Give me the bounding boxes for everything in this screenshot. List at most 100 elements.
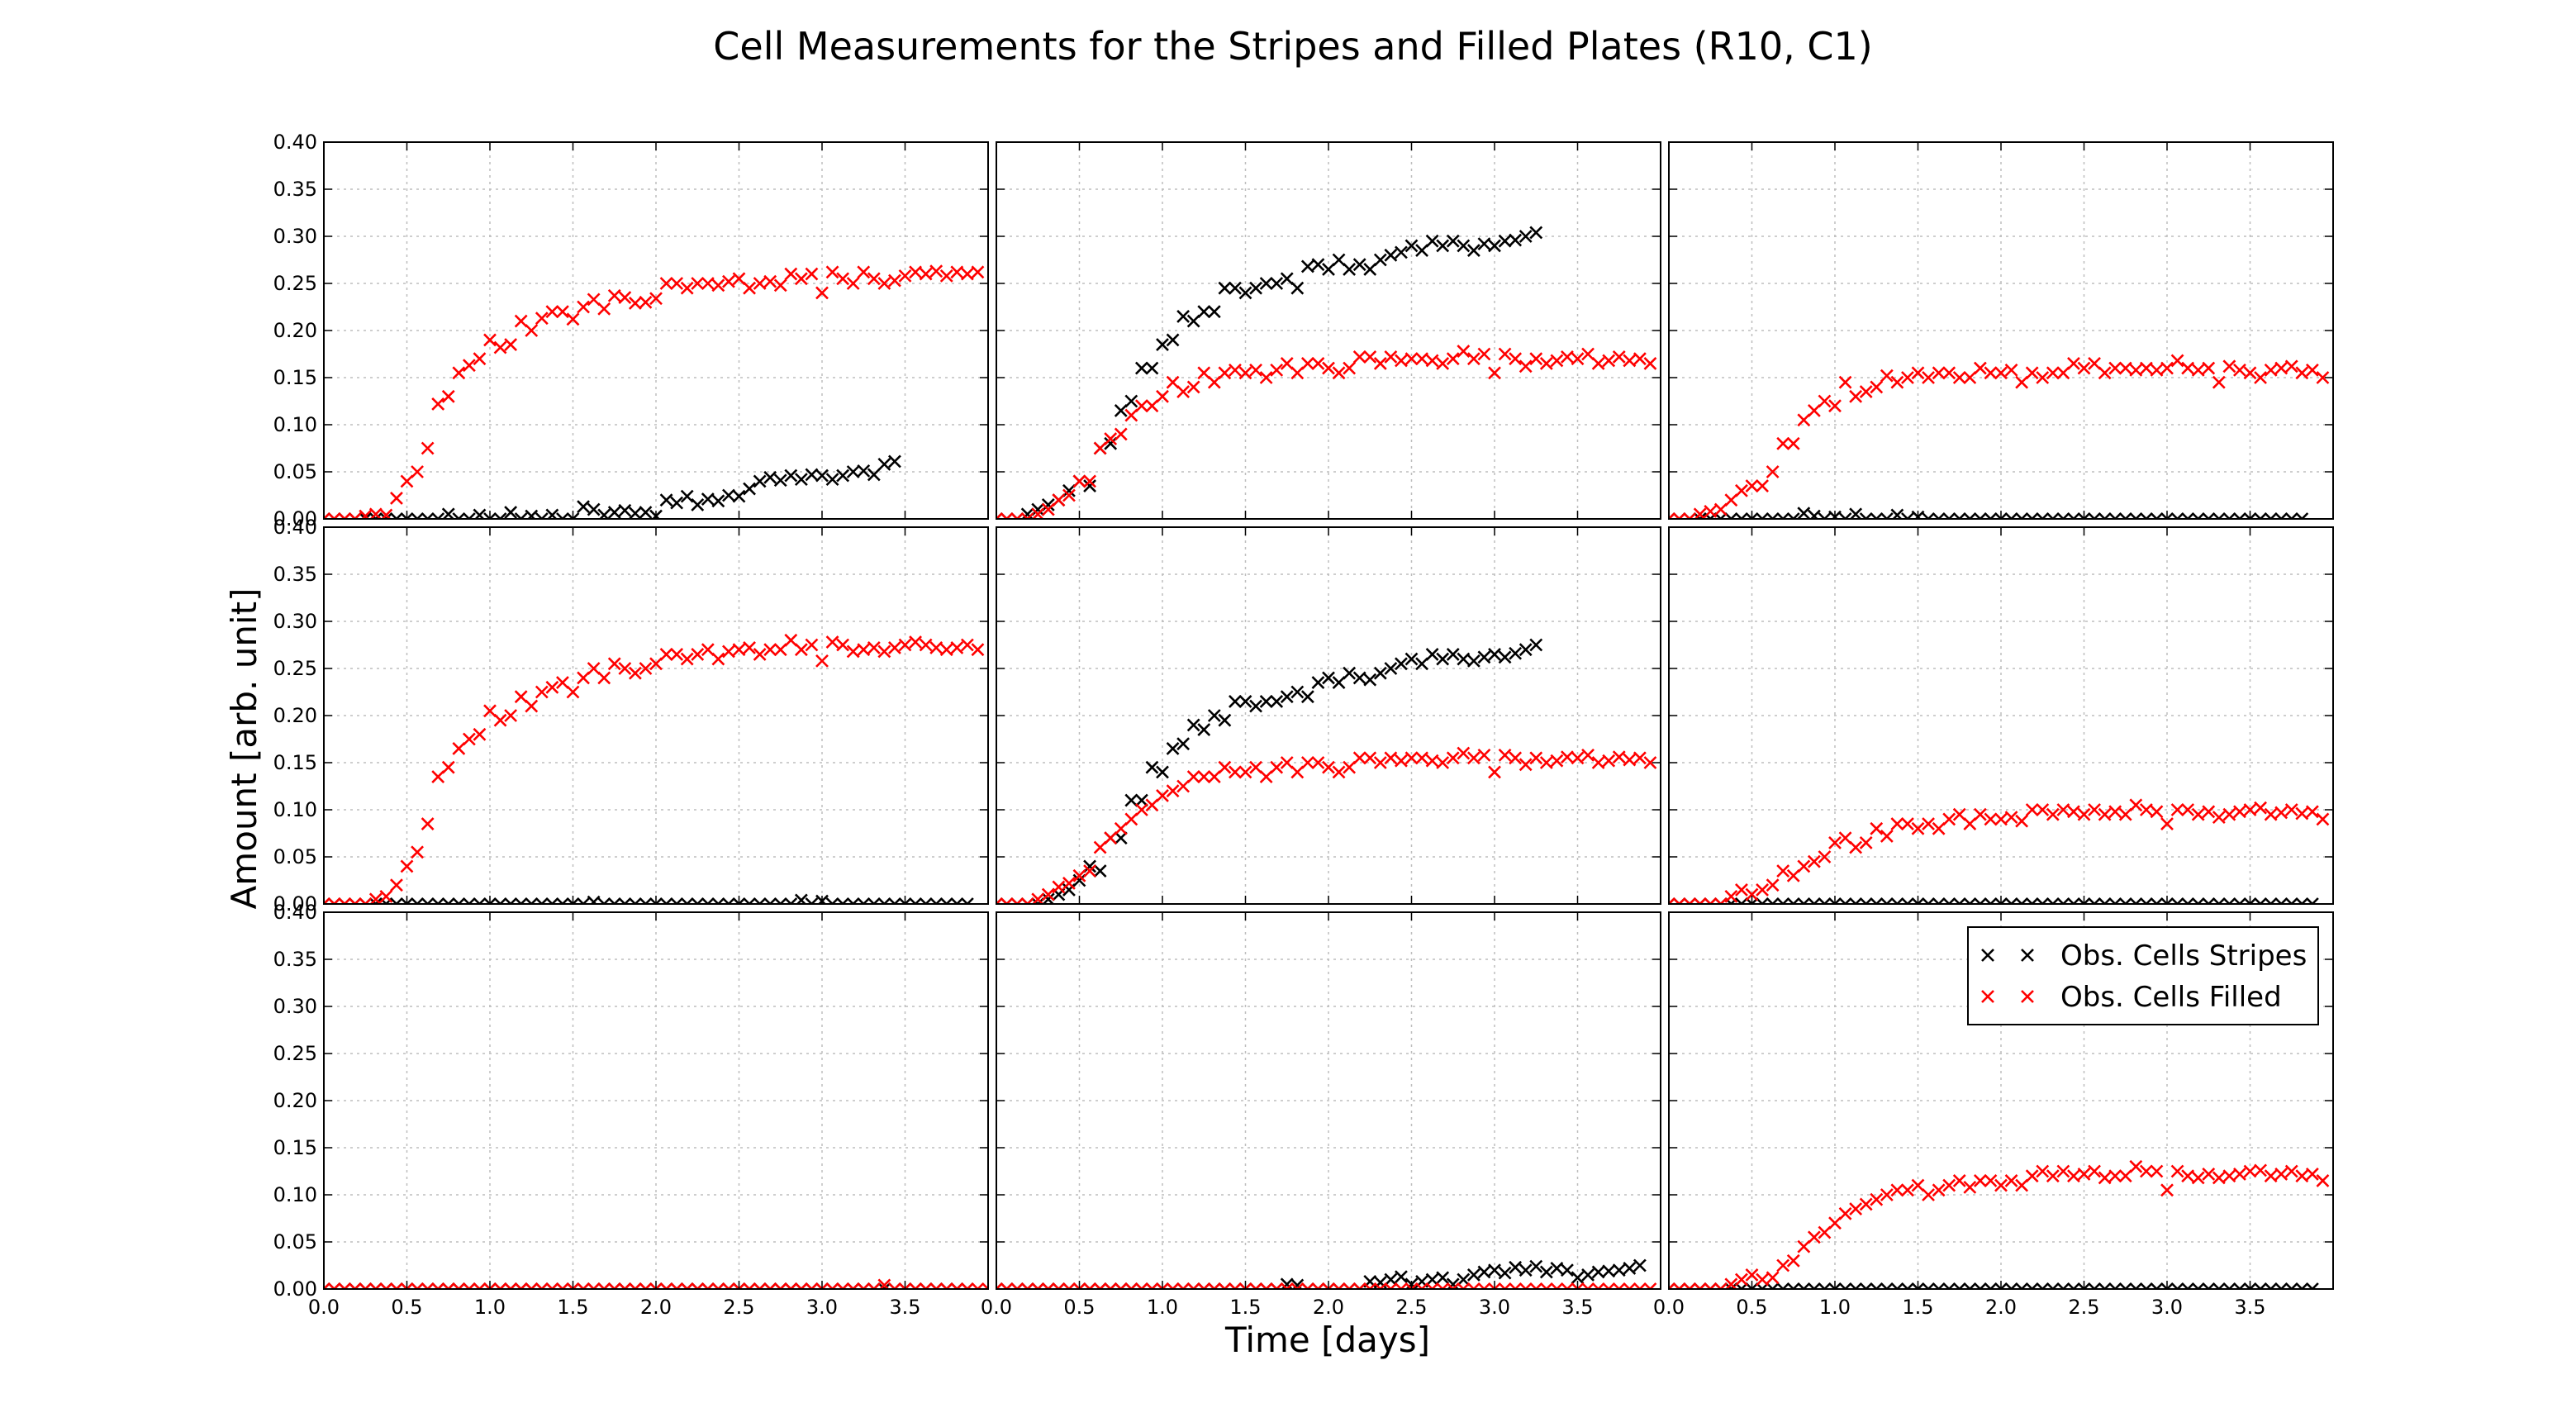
stripes-point xyxy=(1352,258,1366,272)
x-tick-label: 2.5 xyxy=(723,1296,754,1319)
filled-point xyxy=(2098,807,2112,821)
stripes-point xyxy=(888,897,901,904)
filled-point xyxy=(1509,751,1523,765)
stripes-point xyxy=(1488,239,1501,253)
stripes-point xyxy=(1529,1259,1543,1273)
stripes-point xyxy=(2191,512,2205,519)
filled-point xyxy=(1197,366,1211,380)
stripes-point xyxy=(2088,512,2101,519)
filled-point xyxy=(1363,350,1377,364)
filled-point xyxy=(1952,1173,1966,1187)
filled-point xyxy=(1612,750,1626,764)
filled-point xyxy=(1311,356,1325,370)
filled-point xyxy=(2316,1173,2330,1187)
markers xyxy=(324,1278,988,1289)
filled-point xyxy=(2284,803,2298,816)
stripes-point xyxy=(577,897,590,904)
stripes-point xyxy=(556,897,569,904)
filled-point xyxy=(1404,352,1419,366)
markers xyxy=(1669,798,2330,904)
filled-point xyxy=(2056,366,2070,380)
filled-point xyxy=(441,1282,455,1289)
filled-point xyxy=(2139,803,2153,816)
filled-point xyxy=(2295,366,2309,380)
filled-point xyxy=(1571,352,1585,366)
filled-point xyxy=(1529,751,1543,765)
stripes-point xyxy=(1693,512,1707,519)
filled-point xyxy=(815,1282,829,1289)
filled-point xyxy=(431,770,445,784)
stripes-point xyxy=(1395,1270,1408,1284)
stripes-point xyxy=(2243,512,2257,519)
stripes-point xyxy=(2088,897,2101,904)
stripes-point xyxy=(1942,897,1956,904)
stripes-point xyxy=(1776,1282,1790,1289)
x-tick-label: 0.0 xyxy=(1653,1296,1685,1319)
stripes-point xyxy=(1756,512,1769,519)
filled-point xyxy=(680,281,694,295)
filled-point xyxy=(2202,1168,2216,1181)
stripes-point xyxy=(1932,897,1946,904)
filled-point xyxy=(587,293,601,307)
filled-point xyxy=(525,324,539,337)
filled-point xyxy=(1343,1282,1357,1289)
filled-point xyxy=(2160,361,2174,375)
filled-point xyxy=(431,1282,445,1289)
filled-point xyxy=(1134,399,1148,413)
stripes-point xyxy=(1352,671,1366,685)
stripes-point xyxy=(566,897,580,904)
filled-point xyxy=(411,465,424,478)
stripes-point xyxy=(2284,512,2298,519)
filled-point xyxy=(1797,413,1811,427)
stripes-point xyxy=(805,468,819,482)
stripes-point xyxy=(2295,512,2309,519)
stripes-point xyxy=(909,897,922,904)
filled-point xyxy=(1807,403,1821,417)
stripes-point xyxy=(2233,512,2246,519)
stripes-point xyxy=(1457,652,1471,666)
stripes-point xyxy=(2108,1282,2122,1289)
stripes-point xyxy=(1922,897,1935,904)
y-tick-label: 0.40 xyxy=(273,901,317,924)
stripes-point xyxy=(1373,253,1387,267)
stripes-point xyxy=(1466,654,1480,668)
filled-point xyxy=(888,1282,901,1289)
filled-point xyxy=(1519,1282,1533,1289)
filled-point xyxy=(1457,345,1471,358)
filled-point xyxy=(1104,831,1118,845)
stripes-point xyxy=(784,897,798,904)
stripes-point xyxy=(2067,512,2080,519)
filled-point xyxy=(2202,805,2216,819)
filled-point xyxy=(1849,840,1863,854)
stripes-point xyxy=(1797,1282,1811,1289)
stripes-point xyxy=(1963,1282,1977,1289)
filled-point xyxy=(1683,1282,1697,1289)
filled-point xyxy=(1466,751,1480,765)
filled-point xyxy=(825,635,839,649)
stripes-point xyxy=(1963,512,1977,519)
filled-point xyxy=(2046,1169,2060,1183)
filled-point xyxy=(639,295,653,309)
filled-point xyxy=(857,1282,871,1289)
markers xyxy=(996,1258,1657,1289)
filled-point xyxy=(1415,352,1428,366)
filled-point xyxy=(1672,512,1686,519)
filled-point xyxy=(2025,366,2039,380)
stripes-point xyxy=(1973,512,1987,519)
filled-point xyxy=(1176,385,1191,399)
filled-point xyxy=(877,1278,891,1289)
stripes-point xyxy=(2056,1282,2070,1289)
stripes-point xyxy=(1156,765,1169,779)
stripes-point xyxy=(1623,1262,1637,1275)
stripes-point xyxy=(670,496,684,510)
stripes-point xyxy=(1735,512,1748,519)
filled-point xyxy=(1994,1178,2008,1192)
filled-point xyxy=(2170,354,2184,368)
y-tick-label: 0.10 xyxy=(273,798,317,821)
stripes-point xyxy=(1498,650,1512,664)
filled-point xyxy=(324,897,330,904)
filled-point xyxy=(2046,366,2060,380)
filled-point xyxy=(722,274,735,288)
stripes-point xyxy=(1290,685,1305,699)
filled-point xyxy=(659,647,673,661)
